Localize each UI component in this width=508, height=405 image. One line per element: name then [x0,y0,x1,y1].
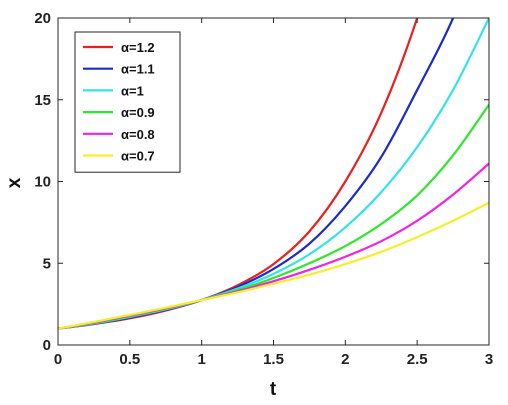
series-lines [58,18,489,330]
x-tick-label-3: 1.5 [263,351,284,368]
axes [57,17,490,346]
legend-label-0: α=1.2 [121,40,155,55]
y-tick-label-4: 20 [34,10,51,27]
x-tick-label-1: 0.5 [119,351,140,368]
legend-label-5: α=0.7 [121,149,155,164]
y-tick-label-3: 15 [34,92,51,109]
y-tick-label-0: 0 [43,337,51,354]
x-axis-label: t [270,379,277,400]
legend-label-4: α=0.8 [121,127,155,142]
legend-label-2: α=1 [121,83,144,98]
series-line-5 [58,201,489,330]
y-tick-label-1: 5 [43,255,51,272]
x-tick-label-4: 2 [341,351,349,368]
x-tick-label-6: 3 [485,351,493,368]
x-tick-label-2: 1 [197,351,205,368]
y-axis-label: x [4,177,25,188]
tick-labels: 0 0.5 1 1.5 2 2.5 3 0 5 10 15 20 [34,10,493,368]
y-tick-label-2: 10 [34,174,51,191]
x-tick-label-0: 0 [54,351,62,368]
x-tick-label-5: 2.5 [407,351,428,368]
legend: α=1.2 α=1.1 α=1 α=0.9 α=0.8 α=0.7 [74,31,181,173]
legend-label-3: α=0.9 [121,105,155,120]
legend-label-1: α=1.1 [121,62,155,77]
legend-box [74,31,181,173]
